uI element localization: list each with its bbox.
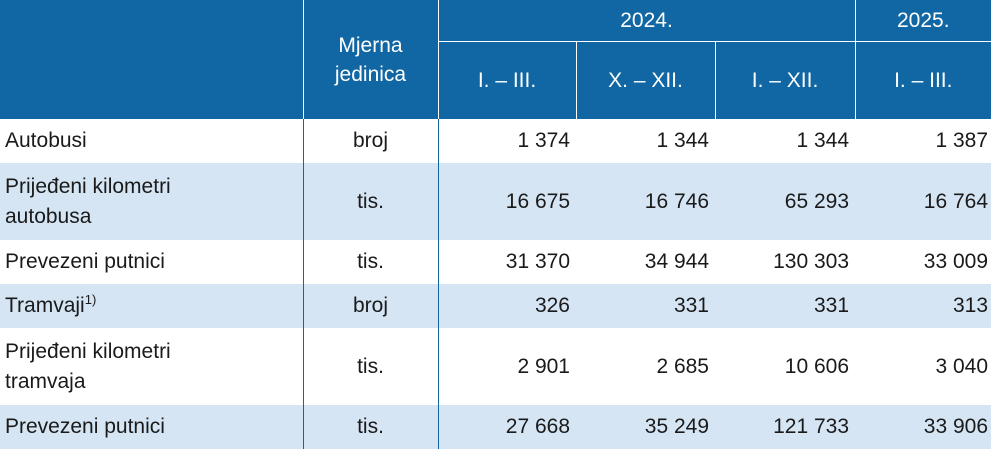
header-unit-line1: Mjerna <box>338 33 403 57</box>
row-value: 65 293 <box>715 163 856 240</box>
row-unit: tis. <box>303 163 439 240</box>
row-value: 2 901 <box>517 354 570 378</box>
row-value: 10 606 <box>784 354 850 378</box>
table-row: Tramvaji1) broj 326 331 331 313 <box>0 284 991 328</box>
row-unit: tis. <box>303 405 439 449</box>
footnote-marker: 1) <box>84 292 97 307</box>
row-label-text: Prevezeni putnici <box>5 250 165 273</box>
row-label-text: Prijeđeni kilometri <box>5 339 171 363</box>
table-row: Prijeđeni kilometri autobusa tis. 16 675 … <box>0 163 991 240</box>
table-row: Prevezeni putnici tis. 27 668 35 249 121… <box>0 405 991 449</box>
row-value: 3 040 <box>935 354 989 378</box>
row-label-text: Autobusi <box>5 129 87 152</box>
row-value: 33 009 <box>923 250 989 273</box>
header-period: I. – III. <box>855 41 991 119</box>
table-row: Autobusi broj 1 374 1 344 1 344 1 387 <box>0 119 991 163</box>
row-value: 27 668 <box>438 405 576 449</box>
row-value: 16 746 <box>576 163 715 240</box>
row-value: 1 344 <box>656 129 709 152</box>
row-value: 34 944 <box>644 250 709 273</box>
row-value: 1 344 <box>796 129 850 152</box>
row-label: Autobusi <box>0 119 304 163</box>
row-value: 313 <box>855 284 991 328</box>
header-unit: Mjerna jedinica <box>303 0 439 119</box>
row-value: 35 249 <box>576 405 715 449</box>
row-unit: tis. <box>303 328 439 405</box>
header-period: I. – III. <box>438 41 577 119</box>
row-label-text: Tramvaji <box>5 294 85 317</box>
header-year-2025: 2025. <box>855 0 991 42</box>
row-value: 326 <box>438 284 576 328</box>
header-blank-cell <box>0 0 304 119</box>
header-period: X. – XII. <box>576 41 716 119</box>
row-label-text: tramvaja <box>5 369 86 393</box>
row-value: 331 <box>715 284 856 328</box>
row-value: 1 374 <box>517 129 570 152</box>
row-value: 16 764 <box>855 163 991 240</box>
row-value: 33 906 <box>855 405 991 449</box>
row-unit: tis. <box>303 240 439 284</box>
header-year-2024: 2024. <box>438 0 856 42</box>
row-label: Prevezeni putnici <box>0 405 304 449</box>
table-row: Prevezeni putnici tis. 31 370 34 944 130… <box>0 240 991 284</box>
row-label: Prijeđeni kilometri autobusa <box>0 163 304 240</box>
row-label-text: Prevezeni putnici <box>5 415 165 438</box>
row-value: 31 370 <box>505 250 570 273</box>
header-period: I. – XII. <box>715 41 856 119</box>
row-value: 16 675 <box>438 163 576 240</box>
row-value: 2 685 <box>656 354 709 378</box>
row-label: Prevezeni putnici <box>0 240 304 284</box>
row-label: Tramvaji1) <box>0 284 304 328</box>
row-label-text: Prijeđeni kilometri <box>5 174 171 198</box>
row-value: 331 <box>576 284 715 328</box>
row-unit: broj <box>303 284 439 328</box>
row-unit: broj <box>303 119 439 163</box>
row-value: 1 387 <box>935 129 989 152</box>
row-label-text: autobusa <box>5 204 92 228</box>
table-row: Prijeđeni kilometri tramvaja tis. 2 901 2… <box>0 328 991 405</box>
row-value: 121 733 <box>715 405 856 449</box>
row-value: 130 303 <box>773 250 850 273</box>
header-unit-line2: jedinica <box>334 62 407 86</box>
row-label: Prijeđeni kilometri tramvaja <box>0 328 304 405</box>
